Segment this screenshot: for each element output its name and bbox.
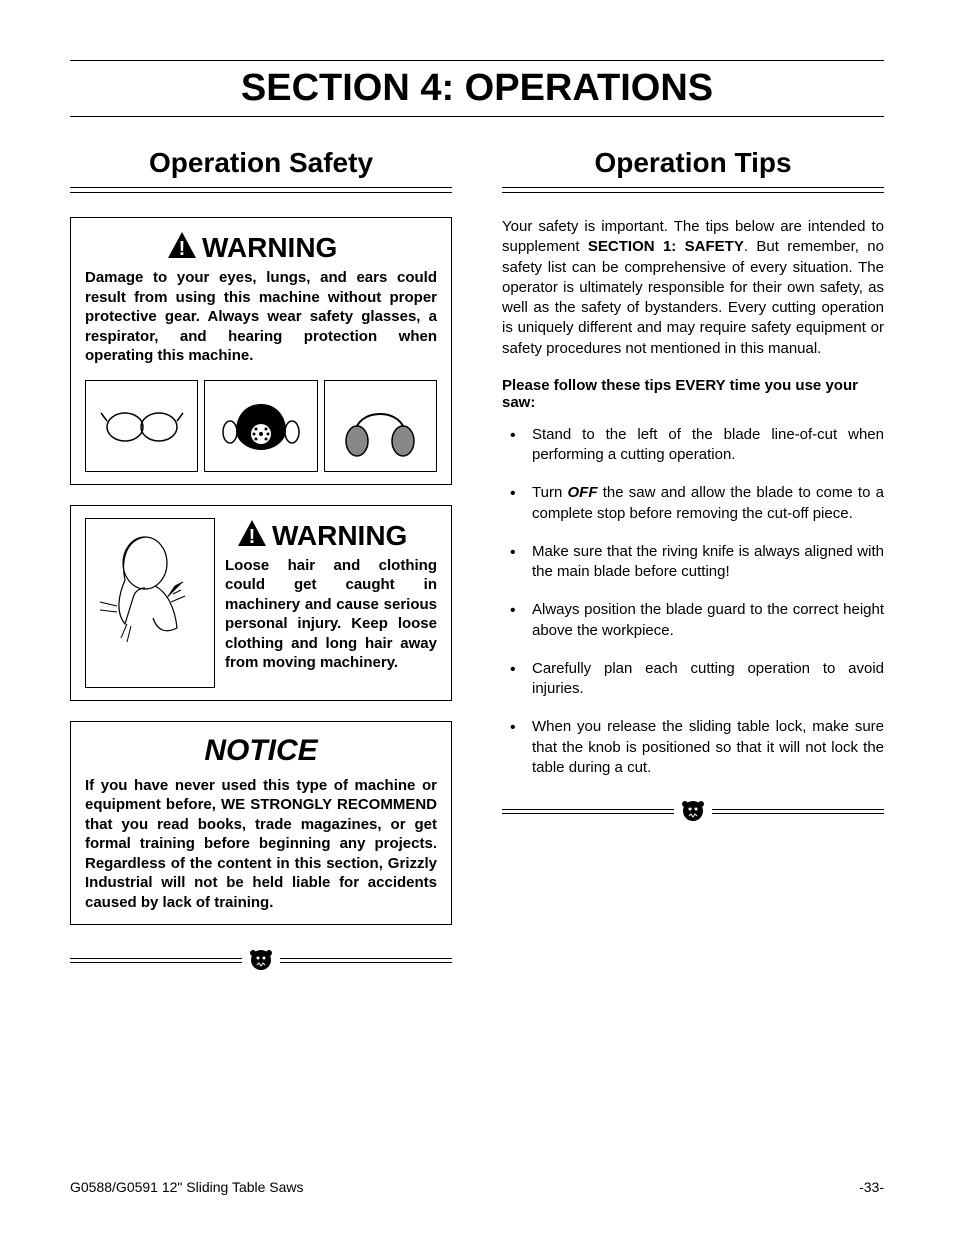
- footer-page-number: -33-: [859, 1179, 884, 1195]
- notice-box: NOTICE If you have never used this type …: [70, 721, 452, 926]
- tip-item: When you release the sliding table lock,…: [502, 717, 884, 778]
- tips-list: Stand to the left of the blade line-of-c…: [502, 425, 884, 778]
- notice-title: NOTICE: [85, 734, 437, 768]
- svg-text:WARNING: WARNING: [272, 520, 407, 550]
- bear-divider: [70, 945, 452, 975]
- operation-safety-heading: Operation Safety: [70, 147, 452, 179]
- tips-subheading: Please follow these tips EVERY time you …: [502, 377, 884, 411]
- divider: [502, 192, 884, 193]
- tip-item: Turn OFF the saw and allow the blade to …: [502, 483, 884, 524]
- tip-item: Stand to the left of the blade line-of-c…: [502, 425, 884, 466]
- ppe-icons-row: [85, 380, 437, 472]
- divider: [502, 187, 884, 188]
- warning-title-text: WARNING: [202, 232, 337, 262]
- bear-divider: [502, 796, 884, 826]
- warning-hair-box: ! WARNING Loose hair and clothing could …: [70, 505, 452, 701]
- warning-hair-text: Loose hair and clothing could get caught…: [225, 556, 437, 673]
- left-column: Operation Safety ! WARNING Damage to you…: [70, 147, 452, 975]
- svg-text:!: !: [249, 526, 256, 548]
- two-column-layout: Operation Safety ! WARNING Damage to you…: [70, 147, 884, 975]
- hearing-protection-icon: [324, 380, 437, 472]
- tips-intro: Your safety is important. The tips below…: [502, 217, 884, 359]
- respirator-icon: [204, 380, 317, 472]
- notice-text: If you have never used this type of mach…: [85, 776, 437, 913]
- bear-icon: [246, 945, 276, 975]
- right-column: Operation Tips Your safety is important.…: [502, 147, 884, 975]
- tied-hair-icon: [85, 518, 215, 688]
- divider: [70, 192, 452, 193]
- tip-item: Make sure that the riving knife is alway…: [502, 542, 884, 583]
- safety-glasses-icon: [85, 380, 198, 472]
- tip-item: Always position the blade guard to the c…: [502, 600, 884, 641]
- bear-icon: [678, 796, 708, 826]
- warning-ppe-text: Damage to your eyes, lungs, and ears cou…: [85, 268, 437, 366]
- warning-ppe-box: ! WARNING Damage to your eyes, lungs, an…: [70, 217, 452, 485]
- divider: [70, 187, 452, 188]
- warning-header: ! WARNING: [225, 518, 437, 550]
- operation-tips-heading: Operation Tips: [502, 147, 884, 179]
- tip-item: Carefully plan each cutting operation to…: [502, 659, 884, 700]
- warning-header: ! WARNING: [85, 230, 437, 262]
- page-footer: G0588/G0591 12" Sliding Table Saws -33-: [70, 1179, 884, 1195]
- section-title: SECTION 4: OPERATIONS: [70, 60, 884, 117]
- svg-text:!: !: [179, 238, 186, 260]
- footer-model: G0588/G0591 12" Sliding Table Saws: [70, 1179, 304, 1195]
